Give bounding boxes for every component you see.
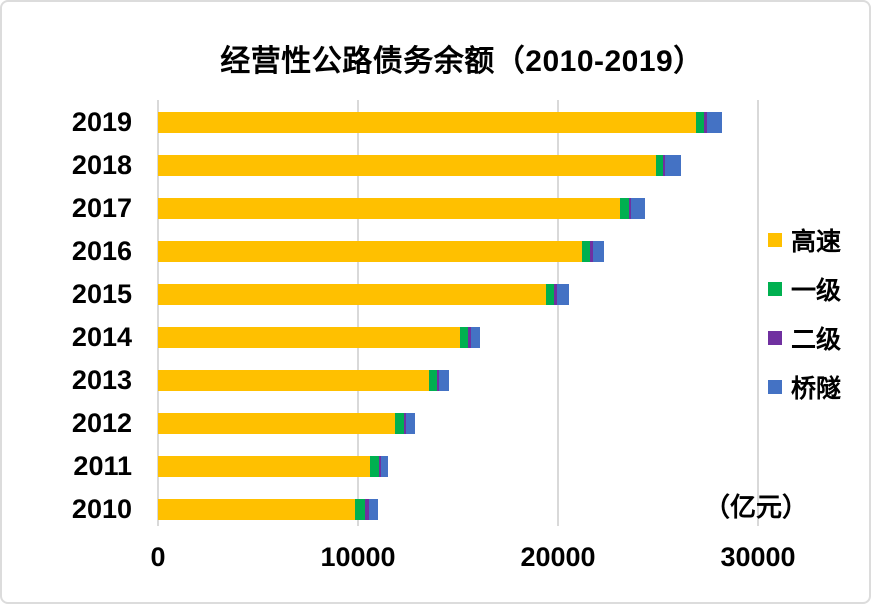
bar-segment: [355, 499, 366, 520]
legend: 高速 一级 二级 桥隧: [768, 226, 841, 422]
y-axis-label: 2014: [71, 322, 132, 352]
y-axis-label: 2017: [71, 193, 132, 223]
bar-segment: [158, 155, 657, 176]
bar-row: [158, 413, 758, 434]
bar-segment: [158, 112, 697, 133]
bar-segment: [403, 413, 407, 434]
bar-segment: [470, 327, 481, 348]
bar-segment: [429, 370, 437, 391]
bar-segment: [592, 241, 604, 262]
gridline: [357, 100, 359, 526]
y-axis-label: 2019: [71, 107, 132, 137]
legend-color-swatch: [768, 380, 782, 394]
bar-segment: [704, 112, 707, 133]
x-axis-tick-label: 30000: [720, 542, 796, 572]
bar-row: [158, 155, 758, 176]
bar-row: [158, 456, 758, 477]
bar-segment: [365, 499, 369, 520]
gridline: [557, 100, 559, 526]
legend-item-label: 二级: [791, 326, 842, 354]
y-axis-label: 2018: [71, 150, 132, 180]
bar-segment: [381, 456, 389, 477]
bar-segment: [158, 284, 546, 305]
bar-segment: [631, 198, 646, 219]
chart-title: 经营性公路债务余额（2010-2019）: [220, 45, 704, 78]
bar-segment: [158, 456, 370, 477]
y-axis-label: 2015: [71, 279, 132, 309]
bar-segment: [665, 155, 682, 176]
bar-row: [158, 499, 758, 520]
bar-segment: [395, 413, 404, 434]
bar-segment: [369, 456, 379, 477]
bar-row: [158, 198, 758, 219]
bar-row: [158, 327, 758, 348]
legend-color-swatch: [768, 282, 782, 296]
bar-segment: [589, 241, 593, 262]
legend-item-label: 桥隧: [791, 375, 842, 403]
bar-segment: [378, 456, 382, 477]
bar-segment: [368, 499, 379, 520]
y-axis: 2019 2018 2017 2016 2015 2014 2013 2012 2011 2010: [2, 100, 146, 526]
bar-segment: [628, 198, 632, 219]
bar-row: [158, 284, 758, 305]
y-axis-label: 2012: [71, 408, 132, 438]
x-axis-tick-label: 20000: [520, 542, 596, 572]
bar-segment: [436, 370, 440, 391]
bar-segment: [439, 370, 450, 391]
bar-segment: [158, 413, 396, 434]
bar-segment: [158, 499, 356, 520]
y-axis-label: 2016: [71, 236, 132, 266]
bar-segment: [158, 370, 430, 391]
bar-segment: [656, 155, 663, 176]
legend-item: 二级: [768, 324, 841, 354]
bar-segment: [582, 241, 590, 262]
legend-item: 桥隧: [768, 373, 841, 403]
bar-segment: [706, 112, 722, 133]
gridline: [757, 100, 759, 526]
gridline: [157, 100, 159, 526]
bar-segment: [545, 284, 555, 305]
bar-segment: [158, 327, 461, 348]
bar-segment: [158, 241, 582, 262]
bar-segment: [468, 327, 471, 348]
y-axis-label: 2010: [71, 494, 132, 524]
legend-item-label: 高速: [791, 228, 842, 256]
bar-segment: [406, 413, 416, 434]
legend-item-label: 一级: [791, 277, 842, 305]
bar-segment: [460, 327, 469, 348]
plot-area: [157, 100, 759, 526]
bar-row: [158, 370, 758, 391]
bar-segment: [662, 155, 666, 176]
legend-item: 高速: [768, 226, 841, 256]
x-axis-tick-label: 10000: [320, 542, 396, 572]
legend-color-swatch: [768, 331, 782, 345]
bar-segment: [696, 112, 705, 133]
bar-segment: [620, 198, 629, 219]
y-axis-label: 2011: [73, 451, 132, 481]
axis-unit-label: （亿元）: [704, 492, 809, 522]
bar-segment: [554, 284, 557, 305]
bar-segment: [158, 198, 620, 219]
bar-segment: [556, 284, 570, 305]
bar-row: [158, 241, 758, 262]
legend-item: 一级: [768, 275, 841, 305]
y-axis-label: 2013: [71, 365, 132, 395]
x-axis-tick-label: 0: [150, 542, 166, 572]
bar-row: [158, 112, 758, 133]
legend-color-swatch: [768, 233, 782, 247]
